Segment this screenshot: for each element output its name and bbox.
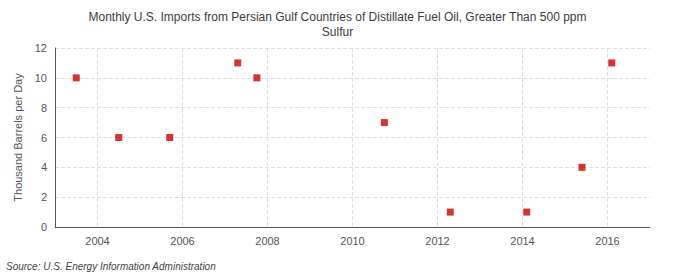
svg-text:2014: 2014: [510, 235, 534, 247]
svg-text:2006: 2006: [170, 235, 194, 247]
svg-text:8: 8: [41, 102, 47, 114]
svg-text:2012: 2012: [425, 235, 449, 247]
svg-text:2004: 2004: [85, 235, 109, 247]
svg-text:6: 6: [41, 132, 47, 144]
svg-text:2: 2: [41, 191, 47, 203]
svg-text:Monthly U.S. Imports from Pers: Monthly U.S. Imports from Persian Gulf C…: [89, 10, 587, 24]
svg-text:Sulfur: Sulfur: [322, 25, 353, 39]
svg-text:Source: U.S. Energy Informatio: Source: U.S. Energy Information Administ…: [6, 261, 216, 272]
svg-text:4: 4: [41, 161, 47, 173]
svg-text:12: 12: [35, 42, 47, 54]
svg-text:2016: 2016: [595, 235, 619, 247]
svg-text:Thousand Barrels per Day: Thousand Barrels per Day: [12, 73, 24, 202]
svg-text:2010: 2010: [340, 235, 364, 247]
svg-text:2008: 2008: [255, 235, 279, 247]
svg-text:0: 0: [41, 221, 47, 233]
svg-text:10: 10: [35, 72, 47, 84]
